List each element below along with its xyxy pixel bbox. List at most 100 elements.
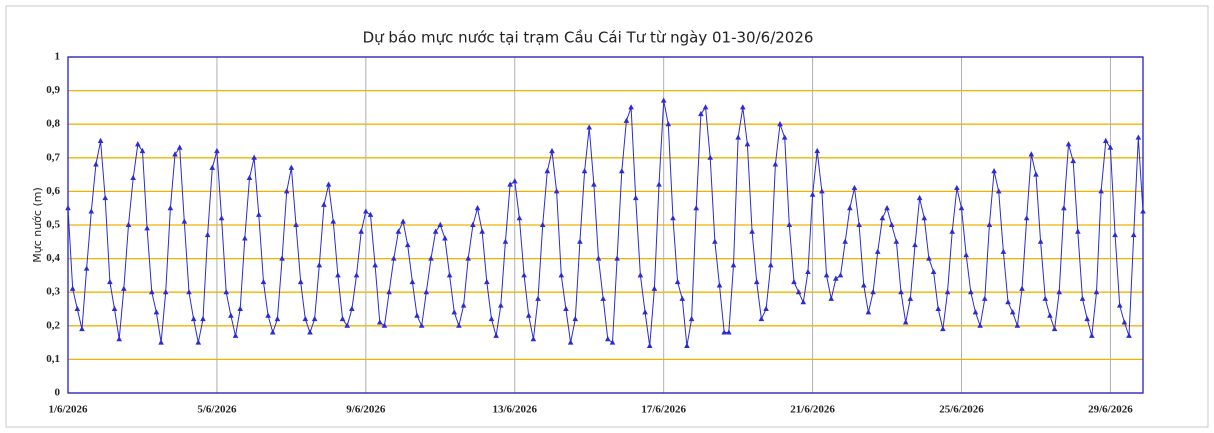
point-marker: [558, 272, 565, 278]
point-marker: [544, 168, 551, 174]
point-marker: [130, 174, 136, 180]
point-marker: [293, 221, 299, 227]
point-marker: [1037, 238, 1044, 244]
point-marker: [237, 305, 243, 311]
point-marker: [744, 141, 751, 147]
point-marker: [1102, 137, 1109, 143]
point-marker: [814, 147, 821, 154]
point-marker: [674, 278, 681, 285]
point-marker: [181, 218, 188, 224]
point-marker: [1107, 144, 1114, 150]
point-marker: [1079, 295, 1086, 301]
point-marker: [353, 272, 360, 278]
point-marker: [451, 309, 458, 315]
point-marker: [428, 255, 434, 261]
point-marker: [200, 315, 206, 322]
point-marker: [712, 238, 718, 244]
point-marker: [651, 285, 658, 291]
point-marker: [735, 134, 741, 140]
point-marker: [991, 168, 997, 174]
point-marker: [465, 255, 472, 261]
point-marker: [1014, 322, 1021, 328]
point-marker: [935, 305, 942, 311]
point-marker: [921, 215, 928, 221]
point-marker: [102, 194, 109, 201]
point-marker: [283, 188, 290, 194]
point-marker: [418, 322, 425, 328]
point-marker: [632, 194, 639, 201]
point-marker: [1023, 215, 1030, 221]
point-marker: [549, 147, 555, 154]
point-marker: [274, 315, 281, 322]
point-marker: [1005, 299, 1011, 305]
point-marker: [763, 305, 769, 311]
point-marker: [614, 255, 620, 261]
point-marker: [228, 312, 234, 318]
point-marker: [190, 315, 197, 322]
point-marker: [1070, 157, 1076, 164]
y-tick-label: 0,4: [46, 252, 60, 264]
point-marker: [144, 225, 150, 231]
point-marker: [577, 238, 583, 244]
point-marker: [572, 315, 579, 322]
point-marker: [232, 332, 239, 338]
point-marker: [153, 309, 160, 315]
point-marker: [698, 110, 704, 117]
point-marker: [74, 305, 81, 311]
point-marker: [376, 319, 383, 325]
y-tick-label: 1: [55, 51, 61, 63]
point-marker: [977, 322, 983, 328]
point-marker: [856, 221, 862, 227]
point-marker: [739, 104, 746, 110]
point-marker: [595, 255, 602, 261]
point-marker: [516, 215, 523, 221]
point-marker: [121, 285, 127, 291]
point-marker: [665, 121, 672, 127]
point-marker: [148, 289, 155, 295]
point-marker: [1098, 188, 1104, 194]
chart-title: Dự báo mực nước tại trạm Cầu Cái Tư từ n…: [363, 29, 814, 47]
point-marker: [493, 332, 499, 338]
point-marker: [605, 336, 611, 342]
point-marker: [958, 205, 965, 211]
point-marker: [670, 215, 676, 221]
point-marker: [446, 272, 453, 278]
x-tick-label: 17/6/2026: [641, 404, 686, 416]
point-marker: [865, 309, 872, 315]
point-marker: [437, 221, 444, 227]
point-marker: [474, 205, 481, 211]
x-tick-label: 1/6/2026: [48, 404, 88, 416]
point-marker: [646, 342, 653, 348]
point-marker: [139, 147, 146, 154]
point-marker: [316, 262, 323, 268]
point-marker: [325, 181, 332, 187]
point-marker: [116, 336, 122, 342]
point-marker: [823, 272, 830, 278]
point-marker: [204, 231, 211, 238]
point-marker: [721, 329, 727, 335]
point-marker: [628, 104, 634, 110]
point-marker: [186, 289, 192, 295]
point-marker: [809, 191, 816, 197]
point-marker: [107, 278, 113, 285]
point-marker: [888, 221, 895, 227]
point-marker: [167, 205, 174, 211]
point-marker: [907, 295, 914, 301]
point-marker: [339, 315, 346, 322]
point-marker: [1089, 332, 1095, 338]
point-marker: [260, 278, 267, 285]
point-marker: [772, 161, 779, 167]
point-marker: [502, 238, 509, 244]
point-marker: [88, 208, 95, 214]
point-marker: [83, 265, 90, 271]
point-marker: [470, 221, 476, 227]
point-marker: [535, 295, 541, 301]
point-marker: [530, 336, 537, 342]
point-marker: [409, 278, 416, 285]
point-marker: [484, 278, 490, 285]
point-marker: [321, 201, 327, 207]
point-marker: [986, 221, 993, 227]
y-axis-label: Mực nước (m): [31, 187, 44, 263]
point-marker: [330, 218, 337, 224]
